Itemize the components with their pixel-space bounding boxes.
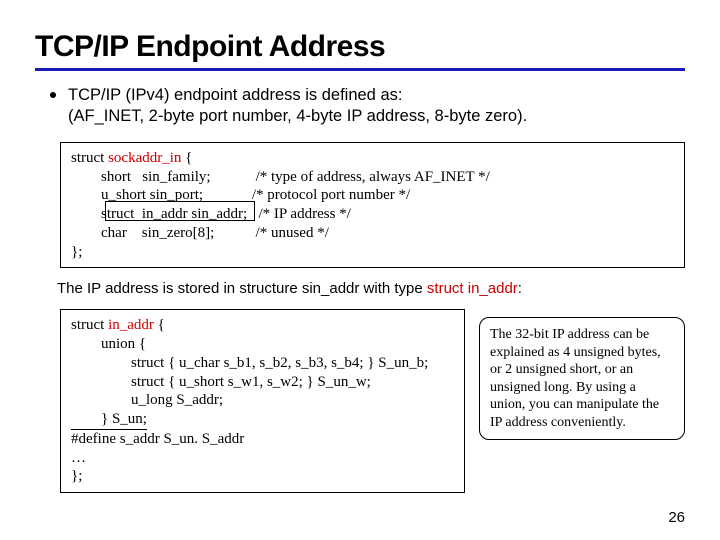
code-text: … <box>71 449 454 468</box>
code-text: #define s_addr S_un. S_addr <box>71 430 454 449</box>
desc-typename: struct in_addr <box>427 280 518 297</box>
code-text: struct <box>71 317 108 333</box>
code-text: { <box>181 150 192 166</box>
code-text: struct { u_char s_b1, s_b2, s_b3, s_b4; … <box>71 354 454 373</box>
description-text: The IP address is stored in structure si… <box>57 280 685 297</box>
desc-part-a: The IP address is stored in structure si… <box>57 280 427 297</box>
code-text: struct { u_short s_w1, s_w2; } S_un_w; <box>71 373 454 392</box>
page-number: 26 <box>668 509 685 526</box>
side-note-box: The 32-bit IP address can be explained a… <box>479 317 685 440</box>
bullet-line-2: (AF_INET, 2-byte port number, 4-byte IP … <box>68 107 527 125</box>
title-underline <box>35 68 685 71</box>
bottom-row: struct in_addr { union { struct { u_char… <box>60 309 685 493</box>
bullet-dot-icon <box>50 92 56 98</box>
code-comment: /* protocol port number */ <box>252 187 410 203</box>
code-text: short sin_family; <box>71 169 256 185</box>
code-block-sockaddr: struct sockaddr_in { short sin_family; /… <box>60 142 685 269</box>
callout-highlight-box <box>105 201 255 221</box>
code-text: char sin_zero[8]; <box>71 225 256 241</box>
desc-part-c: : <box>518 280 522 297</box>
code-text: union { <box>71 335 454 354</box>
code-text-underlined: } S_un; <box>71 410 147 430</box>
code-typename: sockaddr_in <box>108 150 181 166</box>
bullet-item: TCP/IP (IPv4) endpoint address is define… <box>50 85 685 128</box>
code-text: u_long S_addr; <box>71 391 454 410</box>
code-comment: /* type of address, always AF_INET */ <box>256 169 490 185</box>
code-comment: /* IP address */ <box>258 206 350 222</box>
code-block-inaddr: struct in_addr { union { struct { u_char… <box>60 309 465 493</box>
code-typename: in_addr <box>108 317 154 333</box>
bullet-line-1: TCP/IP (IPv4) endpoint address is define… <box>68 86 402 104</box>
code-text: }; <box>71 243 674 262</box>
code-text: struct <box>71 150 108 166</box>
code-text: }; <box>71 467 454 486</box>
code-text: { <box>154 317 165 333</box>
code-comment: /* unused */ <box>256 225 329 241</box>
bullet-text: TCP/IP (IPv4) endpoint address is define… <box>68 85 527 128</box>
slide-title: TCP/IP Endpoint Address <box>35 30 685 64</box>
